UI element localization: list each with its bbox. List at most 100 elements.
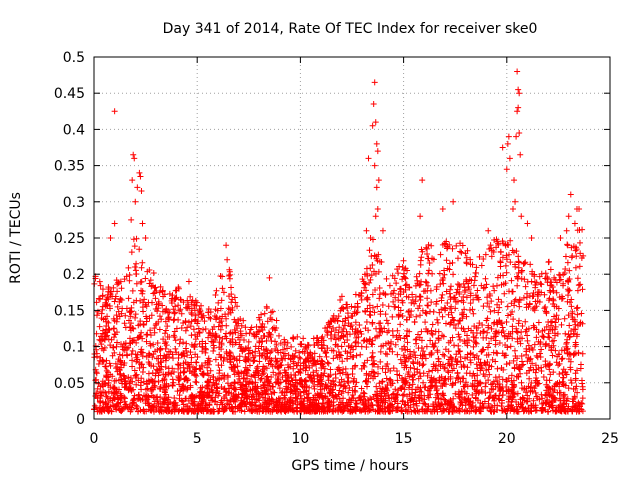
data-point — [224, 256, 231, 263]
data-point — [497, 248, 504, 255]
data-point — [296, 354, 303, 361]
data-point — [93, 370, 100, 377]
data-point — [129, 347, 136, 354]
data-point — [566, 267, 573, 274]
data-point — [178, 324, 185, 331]
data-point — [579, 226, 586, 233]
data-point — [393, 280, 400, 287]
data-point — [574, 389, 581, 396]
data-point — [145, 299, 152, 306]
data-point — [515, 264, 522, 271]
data-point — [270, 369, 277, 376]
data-point — [182, 327, 189, 334]
x-tick-label: 0 — [90, 431, 99, 447]
data-point — [297, 355, 304, 362]
data-point — [399, 313, 406, 320]
data-point — [193, 359, 200, 366]
data-point — [352, 291, 359, 298]
data-point — [369, 353, 376, 360]
data-point — [382, 369, 389, 376]
data-point — [223, 348, 230, 355]
x-tick-label: 15 — [395, 431, 413, 447]
y-tick-label: 0.1 — [63, 340, 85, 356]
data-point — [422, 319, 429, 326]
data-point — [495, 309, 502, 316]
data-point — [332, 336, 339, 343]
data-point — [418, 328, 425, 335]
data-point — [146, 266, 153, 273]
data-point — [234, 369, 241, 376]
data-point — [352, 319, 359, 326]
data-point — [99, 286, 106, 293]
data-point — [184, 324, 191, 331]
data-point — [159, 302, 166, 309]
data-point — [545, 408, 552, 415]
data-point — [173, 349, 180, 356]
data-point — [457, 336, 464, 343]
data-point — [483, 281, 490, 288]
data-point — [220, 358, 227, 365]
data-point — [533, 334, 540, 341]
data-point — [366, 247, 373, 254]
data-point — [139, 220, 146, 227]
data-point — [164, 396, 171, 403]
data-point — [107, 362, 114, 369]
data-point — [407, 364, 414, 371]
data-point — [538, 346, 545, 353]
data-point — [347, 349, 354, 356]
data-point — [272, 338, 279, 345]
data-point — [453, 242, 460, 249]
data-point — [170, 379, 177, 386]
data-point — [329, 392, 336, 399]
data-point — [171, 316, 178, 323]
data-point — [378, 325, 385, 332]
data-point — [487, 308, 494, 315]
data-point — [373, 184, 380, 191]
data-point — [491, 287, 498, 294]
data-point — [486, 394, 493, 401]
data-point — [555, 362, 562, 369]
data-point — [140, 308, 147, 315]
data-point — [345, 389, 352, 396]
data-point — [253, 331, 260, 338]
data-point — [93, 330, 100, 337]
data-point — [365, 396, 372, 403]
data-point — [402, 401, 409, 408]
data-point — [212, 291, 219, 298]
data-point — [138, 187, 145, 194]
data-point — [491, 307, 498, 314]
data-point — [298, 341, 305, 348]
data-point — [331, 381, 338, 388]
data-point — [506, 155, 513, 162]
data-point — [275, 332, 282, 339]
data-point — [137, 173, 144, 180]
data-point — [503, 361, 510, 368]
data-point — [394, 266, 401, 273]
data-point — [425, 270, 432, 277]
data-point — [506, 359, 513, 366]
data-point — [535, 319, 542, 326]
data-point — [337, 370, 344, 377]
data-point — [443, 245, 450, 252]
data-point — [394, 351, 401, 358]
data-point — [162, 330, 169, 337]
data-point — [422, 383, 429, 390]
data-point — [103, 357, 110, 364]
data-point — [514, 282, 521, 289]
data-point — [92, 377, 99, 384]
data-point — [374, 303, 381, 310]
data-point — [578, 377, 585, 384]
data-point — [223, 322, 230, 329]
data-point — [494, 365, 501, 372]
data-point — [437, 251, 444, 258]
data-point — [94, 385, 101, 392]
data-point — [456, 317, 463, 324]
data-point — [209, 397, 216, 404]
data-point — [176, 381, 183, 388]
data-point — [385, 303, 392, 310]
data-point — [285, 352, 292, 359]
data-point — [188, 311, 195, 318]
data-point — [118, 285, 125, 292]
data-point — [449, 259, 456, 266]
data-point — [178, 310, 185, 317]
